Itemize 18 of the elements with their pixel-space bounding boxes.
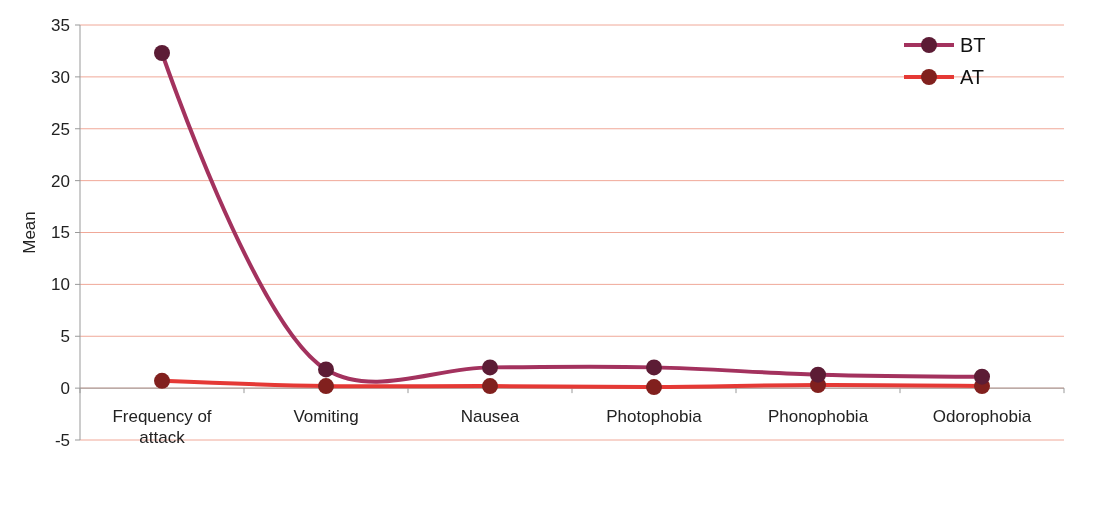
x-tick-label: Vomiting	[293, 407, 359, 427]
y-axis-title: Mean	[20, 211, 39, 254]
y-tick-label: 25	[51, 119, 70, 139]
y-tick-label: 20	[51, 171, 70, 191]
legend-label: AT	[960, 66, 985, 88]
y-tick-label: 30	[51, 67, 70, 87]
y-tick-label: 15	[51, 223, 70, 243]
x-tick-label: Photophobia	[606, 407, 703, 427]
legend-label: BT	[960, 34, 986, 56]
y-tick-label: -5	[54, 430, 70, 450]
y-tick-label: 5	[60, 327, 70, 347]
y-tick-label: 0	[60, 379, 70, 399]
x-tick-label: Frequency of attack	[112, 407, 212, 448]
x-tick-label: Nausea	[460, 407, 520, 427]
y-tick-label: 35	[51, 15, 70, 35]
x-tick-label: Phonophobia	[767, 407, 869, 427]
y-tick-label: 10	[51, 275, 70, 295]
x-tick-label: Odorophobia	[932, 407, 1032, 427]
